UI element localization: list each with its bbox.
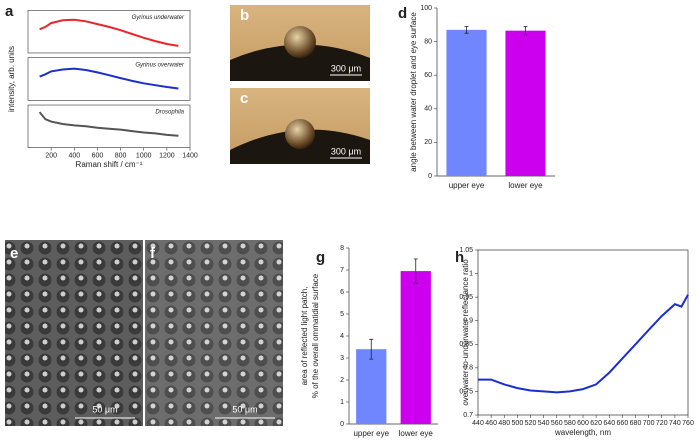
x-tick-label: 660 (617, 420, 629, 427)
x-tick-label: upper eye (449, 181, 485, 190)
panel-letter: h (455, 249, 464, 266)
x-axis-label: wavelength, nm (554, 428, 611, 437)
series-label: Gyrinus underwater (132, 15, 185, 21)
bar (400, 271, 431, 424)
photo-f (145, 240, 283, 426)
y-tick-label: 0.85 (459, 341, 473, 348)
x-tick-label: 400 (68, 152, 80, 159)
sub-plot-frame (27, 10, 191, 54)
series-line (39, 67, 179, 90)
series-line (478, 294, 689, 394)
scale-label: 50 μm (92, 404, 117, 414)
panel-letter: g (316, 249, 325, 266)
x-tick-label: upper eye (353, 429, 389, 438)
y-tick-label: 60 (424, 72, 432, 79)
error-bar (523, 26, 528, 36)
x-tick-label: 200 (45, 152, 57, 159)
y-tick-label: 40 (424, 106, 432, 113)
y-tick-label: 0.9 (463, 318, 473, 325)
y-axis-label: intensity, arb. units (7, 46, 16, 112)
panel-letter: e (10, 245, 18, 262)
y-tick-label: 100 (420, 5, 432, 12)
y-tick-label: 4 (340, 333, 344, 340)
bar (505, 30, 546, 177)
panel-letter: f (150, 245, 156, 262)
bar (446, 29, 487, 177)
y-tick-label: 2 (340, 377, 344, 384)
x-tick-label: 640 (603, 420, 615, 427)
x-tick-label: 620 (590, 420, 602, 427)
x-tick-label: 440 (472, 420, 484, 427)
panel-letter: a (5, 3, 14, 20)
x-tick-label: 720 (656, 420, 668, 427)
x-tick-label: 800 (115, 152, 127, 159)
y-tick-label: 1 (469, 270, 473, 277)
photo-e (5, 240, 143, 426)
y-tick-label: 5 (340, 311, 344, 318)
error-bar (413, 258, 418, 284)
scale-label: 300 μm (331, 63, 361, 73)
x-tick-label: 600 (92, 152, 104, 159)
y-axis-label: % of the overall ommatidial surface (311, 273, 320, 398)
y-tick-label: 8 (340, 245, 344, 252)
y-tick-label: 0.75 (459, 388, 473, 395)
x-tick-label: 1400 (182, 152, 198, 159)
x-tick-label: 700 (643, 420, 655, 427)
x-axis-label: Raman shift / cm⁻¹ (76, 160, 143, 169)
photo-b (230, 5, 370, 81)
x-tick-label: 460 (485, 420, 497, 427)
y-tick-label: 80 (424, 38, 432, 45)
x-tick-label: 1200 (159, 152, 175, 159)
plot-frame (477, 249, 689, 416)
x-tick-label: 560 (551, 420, 563, 427)
x-tick-label: 500 (512, 420, 524, 427)
x-tick-label: 520 (525, 420, 537, 427)
y-axis-label: angle between water droplet and eye surf… (409, 12, 418, 172)
x-tick-label: lower eye (508, 181, 543, 190)
x-tick-label: 540 (538, 420, 550, 427)
y-tick-label: 7 (340, 267, 344, 274)
y-tick-label: 20 (424, 139, 432, 146)
error-bar (464, 26, 469, 34)
y-tick-label: 0.7 (463, 412, 473, 419)
x-tick-label: 600 (577, 420, 589, 427)
series-line (38, 111, 179, 137)
y-tick-label: 1 (340, 399, 344, 406)
panel-letter: c (240, 90, 248, 107)
x-tick-label: 760 (682, 420, 694, 427)
series-line (39, 18, 179, 47)
x-tick-label: 480 (498, 420, 510, 427)
y-tick-label: 1.05 (459, 247, 473, 254)
y-tick-label: 0.8 (463, 365, 473, 372)
x-tick-label: 1000 (136, 152, 152, 159)
y-tick-label: 0 (428, 173, 432, 180)
y-axis-label: overwater-to-underwater reflectance rati… (461, 259, 470, 406)
y-tick-label: 6 (340, 289, 344, 296)
sub-plot-frame (27, 57, 191, 101)
x-tick-label: 580 (564, 420, 576, 427)
y-tick-label: 0.95 (459, 294, 473, 301)
error-bar (369, 338, 374, 360)
panel-letter: b (240, 7, 249, 24)
panel-letter: d (398, 5, 407, 22)
scale-label: 50 μm (232, 404, 257, 414)
y-tick-label: 3 (340, 355, 344, 362)
bar (356, 349, 387, 424)
y-tick-label: 0 (340, 421, 344, 428)
x-tick-label: 680 (630, 420, 642, 427)
series-label: Gyrinus overwater (135, 62, 185, 68)
sub-plot-frame (27, 104, 191, 148)
photo-c (230, 88, 370, 164)
x-tick-label: lower eye (399, 429, 434, 438)
y-axis-label: area of reflected light patch, (300, 287, 309, 386)
scale-label: 300 μm (331, 146, 361, 156)
x-tick-label: 740 (669, 420, 681, 427)
series-label: Drosophila (155, 110, 184, 116)
